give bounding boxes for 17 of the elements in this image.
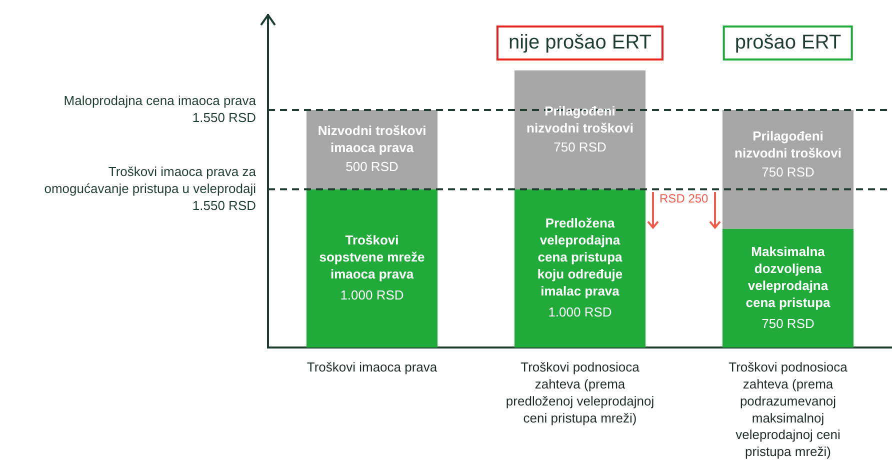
x-tick-label: Troškovi imaoca prava <box>306 360 438 375</box>
x-tick-label: Troškovi podnosioca zahteva (prema predloženoj veleprodajnoj ceni pristupa mreži) <box>506 360 654 426</box>
annotation: prošao ERT <box>722 26 854 60</box>
bar <box>722 110 854 229</box>
data-label: Prilagođeni nizvodni troškovi 750 RSD <box>734 128 842 180</box>
annotation: RSD 250 <box>660 192 709 206</box>
bar <box>306 189 438 348</box>
ref-line-label: Troškovi imaoca prava za omogućavanje pristupa u veleprodaji 1.550 RSD <box>44 164 257 213</box>
data-label: Prilagođeni nizvodni troškovi 750 RSD <box>526 103 634 154</box>
data-label: Nizvodni troškovi imaoca prava 500 RSD <box>318 123 426 174</box>
data-label: Troškovi sopstvene mreže imaoca prava 1.000 RSD <box>319 232 425 302</box>
x-tick-label: Troškovi podnosioca zahteva (prema podrazumevanoj maksimalnoj veleprodajnoj ceni pristupa mreži) <box>728 360 848 460</box>
ref-line-label: Maloprodajna cena imaoca prava 1.550 RSD <box>64 93 257 126</box>
bar <box>514 70 646 190</box>
data-label: Predložena veleprodajna cena pristupa koju određuje imalac prava 1.000 RSD <box>537 215 624 320</box>
annotation: nije prošao ERT <box>496 26 664 60</box>
data-label: Maksimalna dozvoljena veleprodajna cena pristupa 750 RSD <box>746 244 832 331</box>
